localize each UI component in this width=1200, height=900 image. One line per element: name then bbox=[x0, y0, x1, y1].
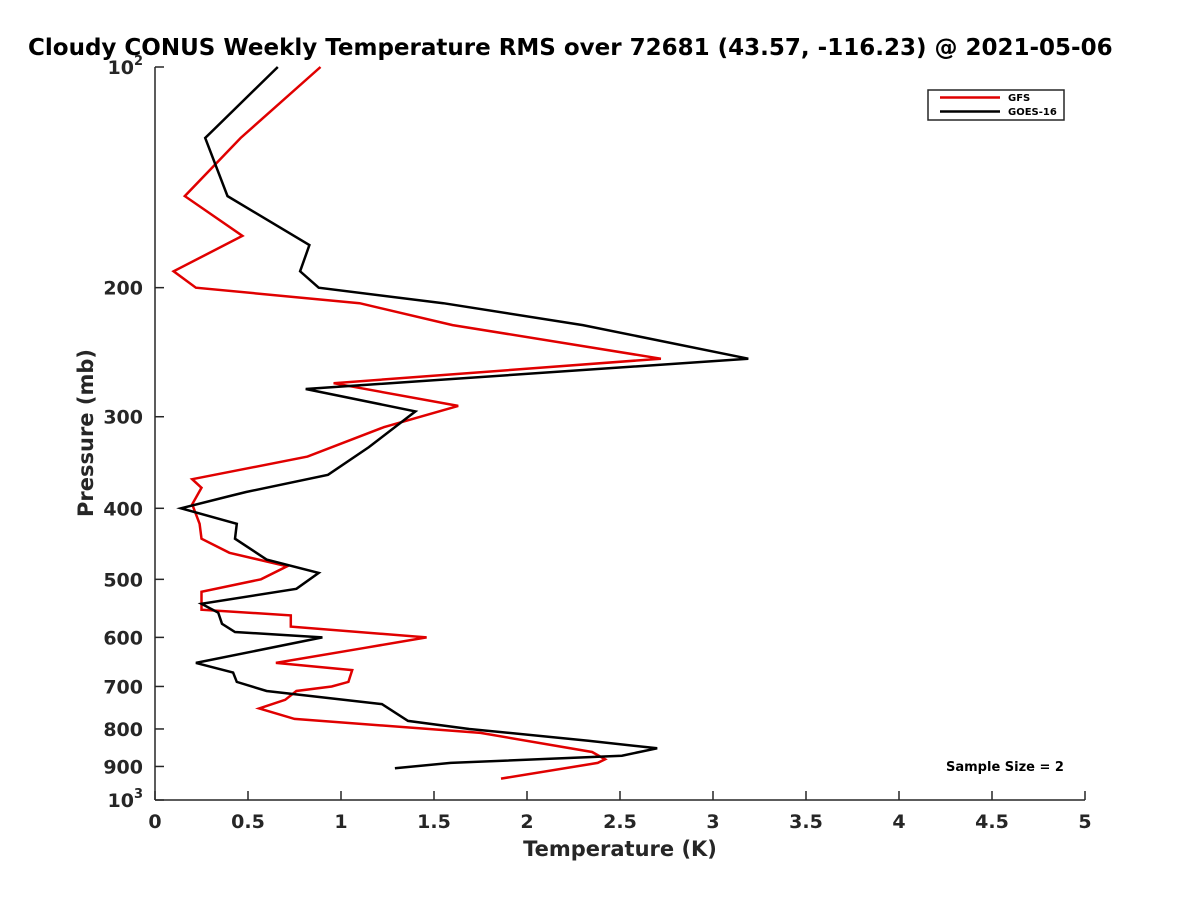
legend: GFS GOES-16 bbox=[927, 89, 1065, 121]
y-tick-label: 102 bbox=[108, 54, 144, 79]
series-layer bbox=[171, 66, 749, 780]
y-tick-label: 300 bbox=[103, 407, 143, 429]
x-tick-label: 5 bbox=[1078, 811, 1091, 833]
x-tick-label: 0.5 bbox=[231, 811, 265, 833]
x-tick-label: 1 bbox=[334, 811, 347, 833]
x-tick-label: 3 bbox=[706, 811, 719, 833]
x-tick-label: 4 bbox=[892, 811, 905, 833]
x-tick-label: 4.5 bbox=[975, 811, 1009, 833]
x-tick-label: 2 bbox=[520, 811, 533, 833]
x-axis-label: Temperature (K) bbox=[523, 837, 717, 861]
y-tick-label: 900 bbox=[103, 756, 143, 778]
sample-size-annotation: Sample Size = 2 bbox=[946, 760, 1064, 775]
legend-label-goes16: GOES-16 bbox=[1008, 107, 1057, 118]
y-tick-label: 600 bbox=[103, 627, 143, 649]
y-axis-label: Pressure (mb) bbox=[74, 349, 98, 517]
axes: 0 0.5 1 1.5 2 2.5 3 3.5 4 4.5 5 102 200 300 400 500 600 7… bbox=[103, 54, 1091, 833]
y-tick-label: 800 bbox=[103, 719, 143, 741]
series-line-goes16 bbox=[176, 66, 749, 770]
x-tick-label: 3.5 bbox=[789, 811, 823, 833]
y-tick-label: 500 bbox=[103, 569, 143, 591]
x-tick-label: 1.5 bbox=[417, 811, 451, 833]
legend-label-gfs: GFS bbox=[1008, 93, 1030, 104]
y-tick-label: 200 bbox=[103, 278, 143, 300]
chart-title: Cloudy CONUS Weekly Temperature RMS over… bbox=[28, 35, 1113, 61]
series-line-gfs bbox=[171, 66, 662, 780]
y-tick-label: 103 bbox=[108, 787, 144, 812]
x-tick-label: 2.5 bbox=[603, 811, 637, 833]
y-tick-label: 400 bbox=[103, 498, 143, 520]
legend-box bbox=[927, 89, 1065, 121]
y-tick-label: 700 bbox=[103, 676, 143, 698]
x-tick-label: 0 bbox=[148, 811, 161, 833]
